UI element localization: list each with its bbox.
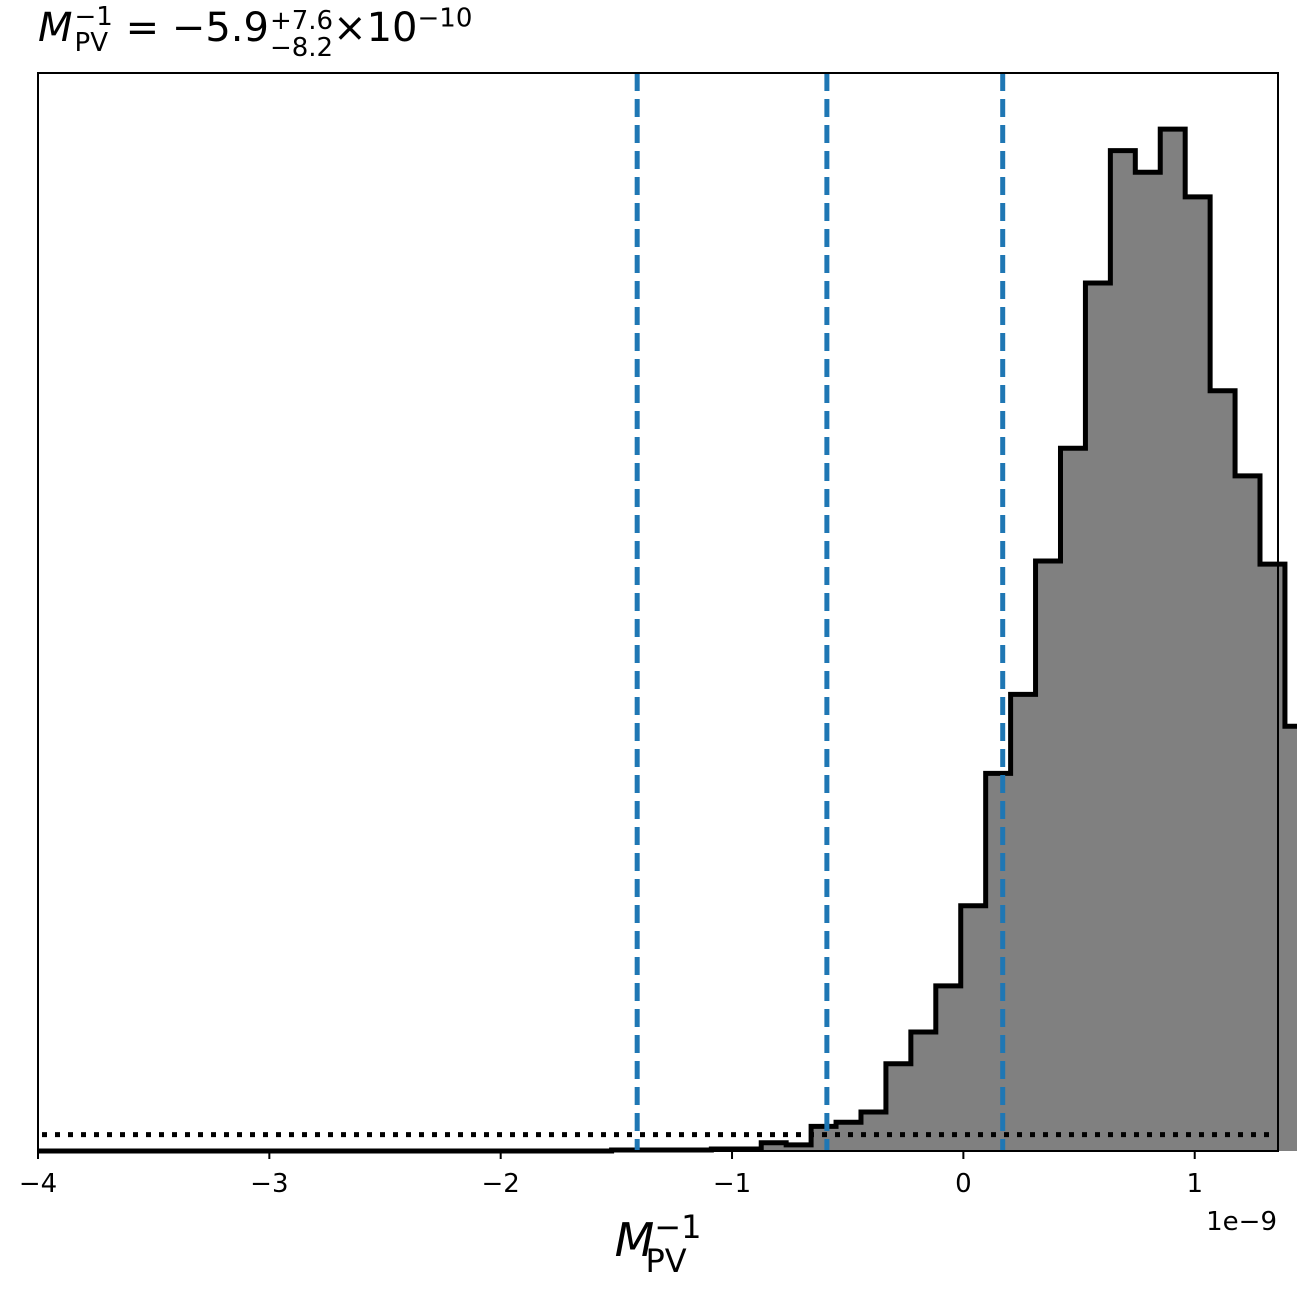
histogram-bar bbox=[1235, 475, 1261, 1152]
histogram-bar bbox=[910, 1031, 937, 1151]
title-exponent: −10 bbox=[417, 3, 473, 34]
histogram-bar bbox=[1160, 129, 1186, 1151]
chart-title: M −1 PV = −5.9 +7.6 −8.2 ×10−10 bbox=[38, 4, 472, 63]
histogram-bar bbox=[1085, 283, 1111, 1151]
x-tick-label: 1 bbox=[1186, 1169, 1203, 1199]
x-tick-label: 0 bbox=[955, 1169, 972, 1199]
x-tick-label: −4 bbox=[19, 1169, 57, 1199]
histogram-bar bbox=[1260, 564, 1286, 1151]
histogram-bar bbox=[960, 905, 987, 1151]
histogram-bar bbox=[1135, 172, 1161, 1152]
title-value: −5.9 bbox=[171, 5, 269, 51]
histogram-bar bbox=[1210, 390, 1236, 1151]
histogram-bar bbox=[761, 1142, 787, 1151]
title-err-plus: +7.6 bbox=[269, 6, 334, 36]
x-tick-label: −1 bbox=[713, 1169, 751, 1199]
histogram-bar bbox=[1185, 196, 1211, 1151]
histogram-bar bbox=[860, 1112, 887, 1151]
x-tick-label: −3 bbox=[250, 1169, 288, 1199]
x-axis-label-sub: PV bbox=[645, 1242, 686, 1280]
histogram-bar bbox=[786, 1144, 812, 1151]
plot-frame bbox=[37, 72, 1279, 1152]
histogram-bar bbox=[985, 773, 1012, 1151]
x-axis-label-symbol: M bbox=[615, 1213, 655, 1267]
offset-text: 1e−9 bbox=[1206, 1207, 1277, 1237]
histogram-bar bbox=[811, 1126, 837, 1151]
histogram-bar bbox=[1110, 150, 1136, 1151]
histogram-bar bbox=[1284, 726, 1297, 1151]
title-symbol-sup: −1 bbox=[74, 2, 113, 32]
x-tick-label: −2 bbox=[482, 1169, 520, 1199]
histogram-bar bbox=[935, 985, 962, 1151]
histogram-bar bbox=[885, 1063, 912, 1151]
x-axis-ticks: −4 −3 −2 −1 0 1 bbox=[19, 1151, 1203, 1199]
histogram-bar bbox=[1035, 561, 1061, 1151]
title-equals: = bbox=[125, 5, 160, 51]
histogram-bar bbox=[1060, 448, 1086, 1151]
histogram-bars bbox=[611, 129, 1297, 1152]
title-times: × bbox=[333, 5, 367, 51]
x-axis-label: M−1 PV bbox=[615, 1208, 702, 1280]
histogram-bar bbox=[1010, 694, 1037, 1151]
title-symbol: M bbox=[38, 5, 73, 51]
title-err-minus: −8.2 bbox=[269, 33, 334, 64]
quantile-lines bbox=[634, 73, 1006, 1151]
title-base: 10 bbox=[366, 5, 418, 51]
title-symbol-sub: PV bbox=[74, 28, 108, 58]
x-axis-label-sup: −1 bbox=[654, 1208, 701, 1246]
